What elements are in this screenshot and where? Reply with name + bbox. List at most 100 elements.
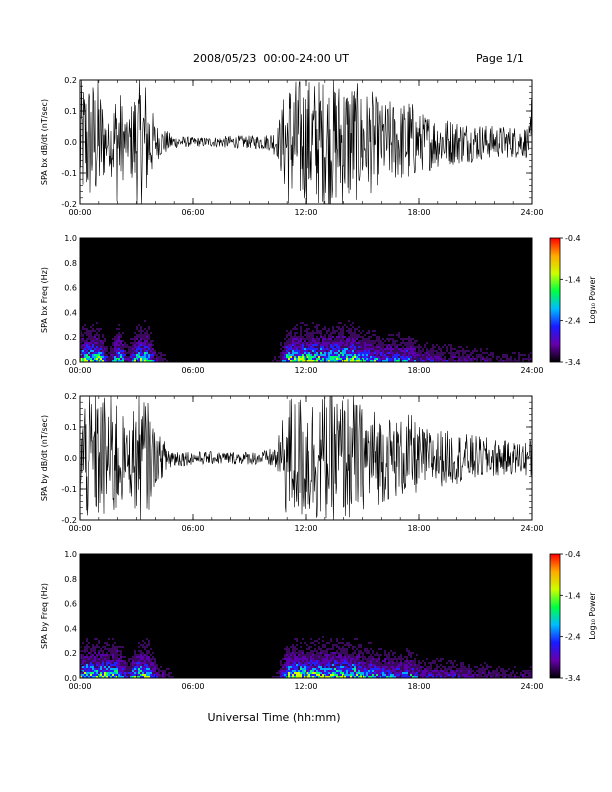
spectrogram-cell [354, 672, 356, 674]
spectrogram-cell [322, 670, 324, 672]
spectrogram-cell [366, 340, 368, 342]
spectrogram-cell [300, 668, 302, 670]
spectrogram-cell [308, 358, 310, 360]
spectrogram-cell [120, 336, 122, 338]
spectrogram-cell [94, 648, 96, 650]
spectrogram-cell [102, 356, 104, 358]
spectrogram-cell [96, 654, 98, 656]
spectrogram-cell [470, 676, 472, 678]
spectrogram-cell [132, 360, 134, 362]
spectrogram-cell [302, 350, 304, 352]
spectrogram-cell [460, 672, 462, 674]
spectrogram-cell [346, 346, 348, 348]
spectrogram-cell [342, 648, 344, 650]
spectrogram-cell [320, 330, 322, 332]
spectrogram-cell [98, 340, 100, 342]
spectrogram-cell [140, 330, 142, 332]
x-tick-label: 24:00 [520, 366, 543, 375]
spectrogram-cell [306, 660, 308, 662]
spectrogram-cell [446, 350, 448, 352]
spectrogram-cell [124, 356, 126, 358]
spectrogram-cell [148, 666, 150, 668]
spectrogram-cell [322, 652, 324, 654]
spectrogram-cell [470, 674, 472, 676]
spectrogram-cell [120, 348, 122, 350]
spectrogram-cell [308, 648, 310, 650]
spectrogram-cell [120, 360, 122, 362]
spectrogram-cell [368, 656, 370, 658]
spectrogram-cell [312, 354, 314, 356]
spectrogram-cell [292, 646, 294, 648]
spectrogram-cell [350, 672, 352, 674]
spectrogram-cell [304, 338, 306, 340]
spectrogram-cell [466, 668, 468, 670]
spectrogram-cell [368, 348, 370, 350]
spectrogram-cell [148, 326, 150, 328]
spectrogram-cell [372, 664, 374, 666]
spectrogram-cell [312, 672, 314, 674]
spectrogram-cell [146, 638, 148, 640]
y-tick-label: 0.2 [64, 649, 77, 658]
spectrogram-cell [308, 662, 310, 664]
spectrogram-cell [320, 664, 322, 666]
spectrogram-cell [114, 340, 116, 342]
spectrogram-cell [402, 338, 404, 340]
spectrogram-cell [308, 350, 310, 352]
spectrogram-cell [110, 356, 112, 358]
spectrogram-cell [410, 346, 412, 348]
spectrogram-cell [90, 342, 92, 344]
x-tick-label: 18:00 [407, 682, 430, 691]
spectrogram-cell [142, 672, 144, 674]
spectrogram-cell [380, 348, 382, 350]
spectrogram-cell [104, 676, 106, 678]
spectrogram-cell [318, 356, 320, 358]
spectrogram-cell [304, 346, 306, 348]
spectrogram-cell [348, 338, 350, 340]
spectrogram-cell [152, 360, 154, 362]
spectrogram-cell [116, 662, 118, 664]
spectrogram-cell [114, 674, 116, 676]
spectrogram-cell [278, 672, 280, 674]
spectrogram-cell [516, 672, 518, 674]
spectrogram-cell [324, 342, 326, 344]
spectrogram-cell [374, 346, 376, 348]
spectrogram-cell [326, 642, 328, 644]
spectrogram-cell [340, 656, 342, 658]
spectrogram-cell [364, 356, 366, 358]
spectrogram-cell [414, 672, 416, 674]
spectrogram-cell [326, 650, 328, 652]
spectrogram-cell [120, 668, 122, 670]
spectrogram-cell [424, 674, 426, 676]
spectrogram-cell [150, 348, 152, 350]
spectrogram-cell [492, 676, 494, 678]
spectrogram-cell [394, 676, 396, 678]
spectrogram-cell [298, 360, 300, 362]
spectrogram-cell [466, 358, 468, 360]
spectrogram-cell [346, 650, 348, 652]
spectrogram-cell [102, 670, 104, 672]
spectrogram-cell [306, 328, 308, 330]
spectrogram-cell [454, 352, 456, 354]
spectrogram-cell [150, 654, 152, 656]
spectrogram-cell [330, 670, 332, 672]
spectrogram-cell [354, 338, 356, 340]
spectrogram-cell [408, 654, 410, 656]
spectrogram-cell [304, 672, 306, 674]
spectrogram-cell [80, 342, 82, 344]
spectrogram-cell [360, 674, 362, 676]
spectrogram-cell [292, 660, 294, 662]
spectrogram-cell [350, 670, 352, 672]
spectrogram-cell [342, 356, 344, 358]
spectrogram-cell [338, 654, 340, 656]
spectrogram-cell [398, 672, 400, 674]
spectrogram-cell [110, 664, 112, 666]
spectrogram-cell [302, 342, 304, 344]
spectrogram-cell [398, 668, 400, 670]
spectrogram-cell [322, 356, 324, 358]
spectrogram-cell [288, 650, 290, 652]
spectrogram-cell [328, 346, 330, 348]
spectrogram-cell [314, 326, 316, 328]
spectrogram-cell [410, 676, 412, 678]
spectrogram-cell [356, 662, 358, 664]
spectrogram-cell [90, 652, 92, 654]
